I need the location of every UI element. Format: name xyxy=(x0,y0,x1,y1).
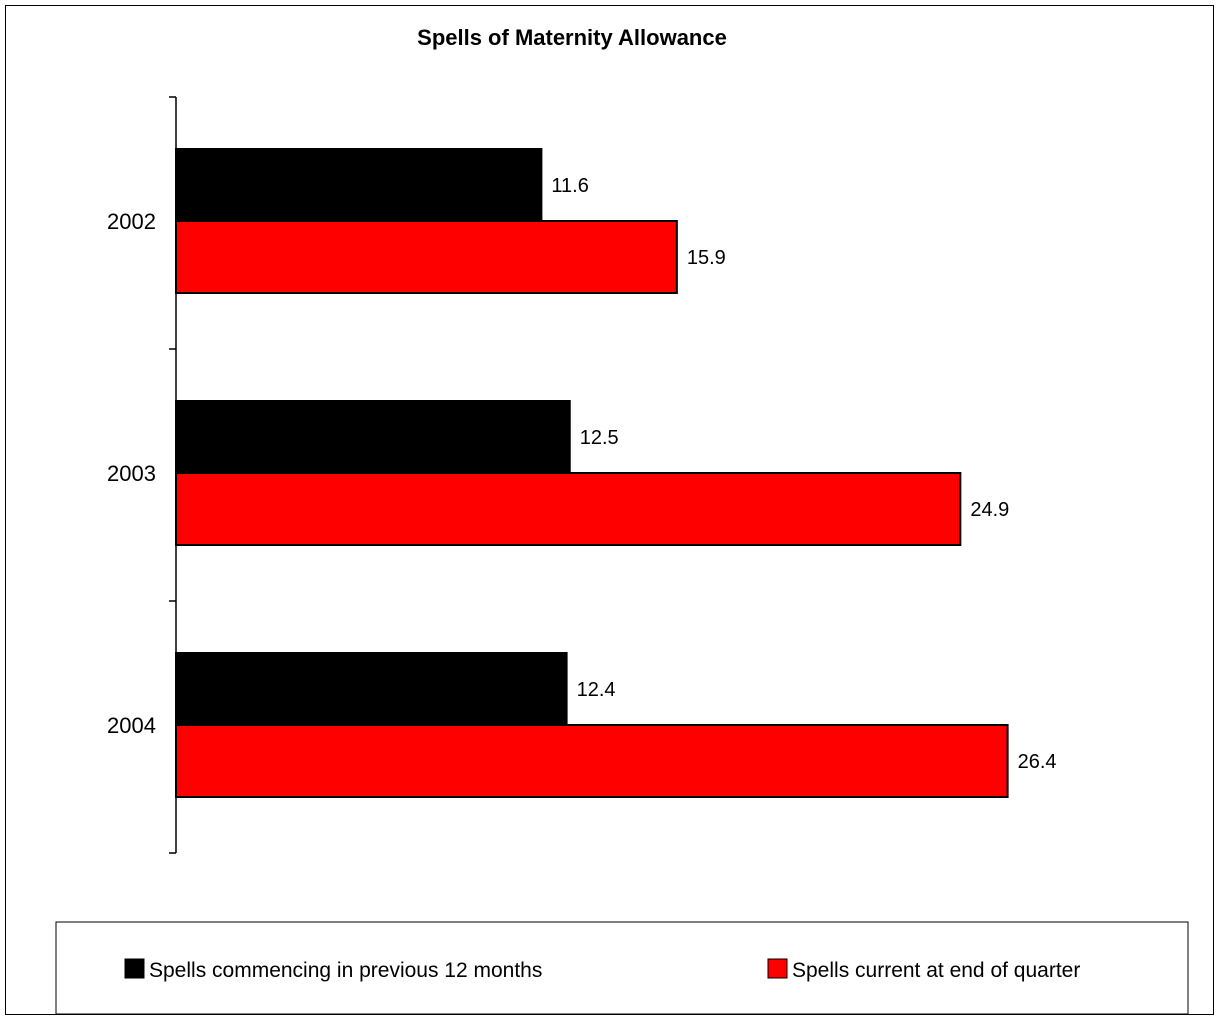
legend-swatch-series-2 xyxy=(767,958,788,979)
chart-title: Spells of Maternity Allowance xyxy=(417,25,727,50)
bar-2003-series-1 xyxy=(175,400,571,474)
data-label-2004-series-1: 12.4 xyxy=(577,679,616,701)
data-label-2002-series-1: 11.6 xyxy=(551,175,588,197)
bar-2002-series-1 xyxy=(175,148,543,222)
bar-2003-series-2 xyxy=(175,472,962,546)
bars-group: 11.6 15.9 12.5 24.9 12.4 26.4 xyxy=(175,148,1057,798)
data-label-2003-series-1: 12.5 xyxy=(580,427,619,449)
category-label-2002: 2002 xyxy=(107,209,156,234)
data-label-2002-series-2: 15.9 xyxy=(687,247,726,269)
bar-2004-series-1 xyxy=(175,652,568,726)
bar-2002-series-2 xyxy=(175,220,678,294)
data-label-2004-series-2: 26.4 xyxy=(1018,751,1057,773)
legend-label-series-1: Spells commencing in previous 12 months xyxy=(149,959,542,982)
legend-label-series-2: Spells current at end of quarter xyxy=(792,959,1080,982)
data-label-2003-series-2: 24.9 xyxy=(970,499,1009,521)
legend-box xyxy=(55,921,1189,1015)
category-label-2003: 2003 xyxy=(107,461,156,486)
category-label-2004: 2004 xyxy=(107,713,156,738)
category-labels: 2002 2003 2004 xyxy=(107,209,156,738)
y-axis-ticks xyxy=(169,96,176,854)
bar-2004-series-2 xyxy=(175,724,1009,798)
legend-swatch-series-1 xyxy=(124,958,145,979)
